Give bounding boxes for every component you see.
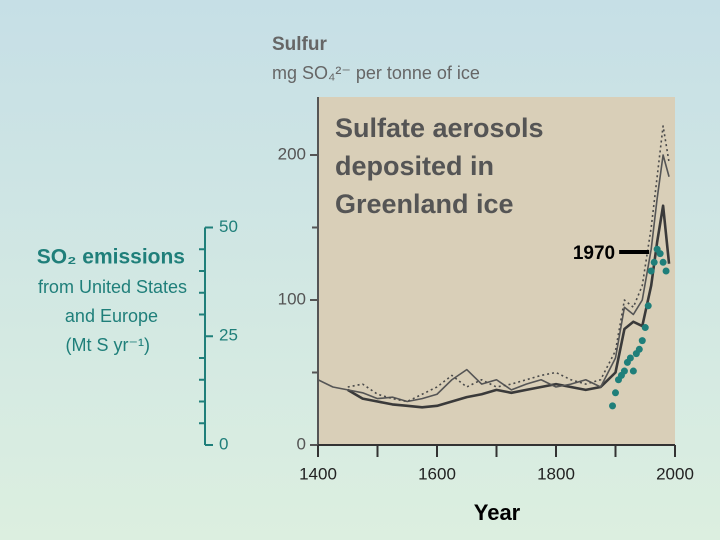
plot-area	[318, 97, 675, 445]
emission-point	[662, 267, 670, 275]
y-tick-label: 0	[297, 434, 306, 453]
y-label: mg SO₄²⁻ per tonne of ice	[272, 63, 480, 83]
emission-point	[612, 389, 619, 397]
y-title: Sulfur	[272, 34, 327, 55]
x-tick-label: 2000	[656, 464, 694, 483]
annotation: 1970	[573, 243, 615, 264]
x-tick-label: 1400	[299, 464, 337, 483]
emission-point	[644, 302, 652, 310]
y2-tick-label: 0	[219, 434, 228, 453]
emission-point	[629, 367, 637, 375]
emission-point	[650, 258, 658, 266]
emission-point	[626, 354, 634, 362]
sulfate-line	[317, 154, 670, 403]
x-tick-label: 1600	[418, 464, 456, 483]
y2-tick-label: 25	[219, 326, 238, 345]
chart-title: Sulfate aerosols	[335, 113, 544, 143]
y2-label: (Mt S yr⁻¹)	[66, 335, 150, 355]
emission-point	[656, 250, 664, 258]
y2-label: and Europe	[65, 306, 158, 326]
y2-label: from United States	[38, 277, 187, 297]
chart-title: deposited in	[335, 151, 494, 181]
chart-title: Greenland ice	[335, 189, 514, 219]
emission-point	[635, 345, 643, 353]
sulfate-line	[347, 204, 671, 409]
y-tick-label: 200	[278, 144, 306, 163]
x-tick-label: 1800	[537, 464, 575, 483]
emission-point	[638, 337, 646, 345]
sulfate-line	[347, 125, 670, 403]
x-label: Year	[474, 500, 521, 525]
emission-point	[647, 267, 655, 275]
emission-point	[641, 324, 649, 332]
y2-title: SO₂ emissions	[37, 246, 185, 269]
y-tick-label: 100	[278, 289, 306, 308]
emission-point	[659, 258, 667, 266]
emission-point	[609, 402, 617, 410]
y2-tick-label: 50	[219, 217, 238, 236]
emission-point	[620, 367, 628, 375]
